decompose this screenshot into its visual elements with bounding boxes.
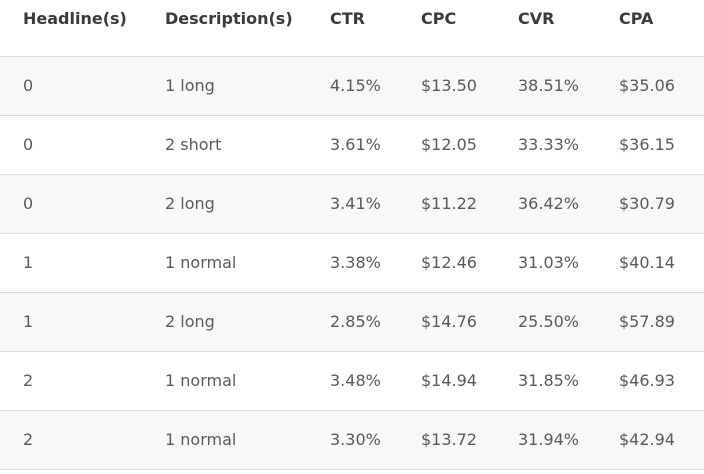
cell-descriptions: 1 long (165, 56, 330, 116)
cell-ctr: 3.61% (330, 115, 421, 175)
cell-headlines: 0 (0, 115, 165, 175)
table-row: 1 1 normal 3.38% $12.46 31.03% $40.14 (0, 233, 704, 293)
header-cvr: CVR (518, 0, 619, 57)
table-body: 0 1 long 4.15% $13.50 38.51% $35.06 0 2 … (0, 56, 704, 470)
cell-ctr: 2.85% (330, 292, 421, 352)
cell-headlines: 2 (0, 351, 165, 411)
header-descriptions: Description(s) (165, 0, 330, 57)
cell-descriptions: 1 normal (165, 410, 330, 470)
cell-cpa: $46.93 (619, 351, 704, 411)
cell-cpa: $57.89 (619, 292, 704, 352)
cell-ctr: 3.38% (330, 233, 421, 293)
cell-headlines: 0 (0, 56, 165, 116)
header-cpc: CPC (421, 0, 518, 57)
cell-headlines: 1 (0, 233, 165, 293)
cell-cpc: $11.22 (421, 174, 518, 234)
cell-ctr: 4.15% (330, 56, 421, 116)
table-row: 1 2 long 2.85% $14.76 25.50% $57.89 (0, 292, 704, 352)
cell-cpc: $14.94 (421, 351, 518, 411)
header-row: Headline(s) Description(s) CTR CPC CVR C… (0, 0, 704, 57)
cell-cpc: $13.72 (421, 410, 518, 470)
table-row: 2 1 normal 3.48% $14.94 31.85% $46.93 (0, 351, 704, 411)
cell-descriptions: 1 normal (165, 351, 330, 411)
cell-cvr: 31.03% (518, 233, 619, 293)
header-headlines: Headline(s) (0, 0, 165, 57)
cell-cvr: 36.42% (518, 174, 619, 234)
cell-cpc: $13.50 (421, 56, 518, 116)
cell-descriptions: 1 normal (165, 233, 330, 293)
cell-descriptions: 2 long (165, 292, 330, 352)
cell-cpc: $12.46 (421, 233, 518, 293)
cell-cvr: 31.94% (518, 410, 619, 470)
cell-headlines: 0 (0, 174, 165, 234)
cell-cvr: 38.51% (518, 56, 619, 116)
cell-descriptions: 2 short (165, 115, 330, 175)
table-row: 0 2 short 3.61% $12.05 33.33% $36.15 (0, 115, 704, 175)
table-header: Headline(s) Description(s) CTR CPC CVR C… (0, 0, 704, 57)
cell-headlines: 2 (0, 410, 165, 470)
cell-ctr: 3.41% (330, 174, 421, 234)
cell-cvr: 33.33% (518, 115, 619, 175)
cell-cpc: $12.05 (421, 115, 518, 175)
cell-cpa: $40.14 (619, 233, 704, 293)
cell-cpa: $35.06 (619, 56, 704, 116)
cell-cvr: 25.50% (518, 292, 619, 352)
header-ctr: CTR (330, 0, 421, 57)
table-row: 2 1 normal 3.30% $13.72 31.94% $42.94 (0, 410, 704, 470)
cell-cpa: $42.94 (619, 410, 704, 470)
cell-ctr: 3.48% (330, 351, 421, 411)
header-cpa: CPA (619, 0, 704, 57)
cell-cpc: $14.76 (421, 292, 518, 352)
table-row: 0 2 long 3.41% $11.22 36.42% $30.79 (0, 174, 704, 234)
cell-cpa: $36.15 (619, 115, 704, 175)
cell-cvr: 31.85% (518, 351, 619, 411)
cell-cpa: $30.79 (619, 174, 704, 234)
table-row: 0 1 long 4.15% $13.50 38.51% $35.06 (0, 56, 704, 116)
cell-descriptions: 2 long (165, 174, 330, 234)
cell-headlines: 1 (0, 292, 165, 352)
cell-ctr: 3.30% (330, 410, 421, 470)
